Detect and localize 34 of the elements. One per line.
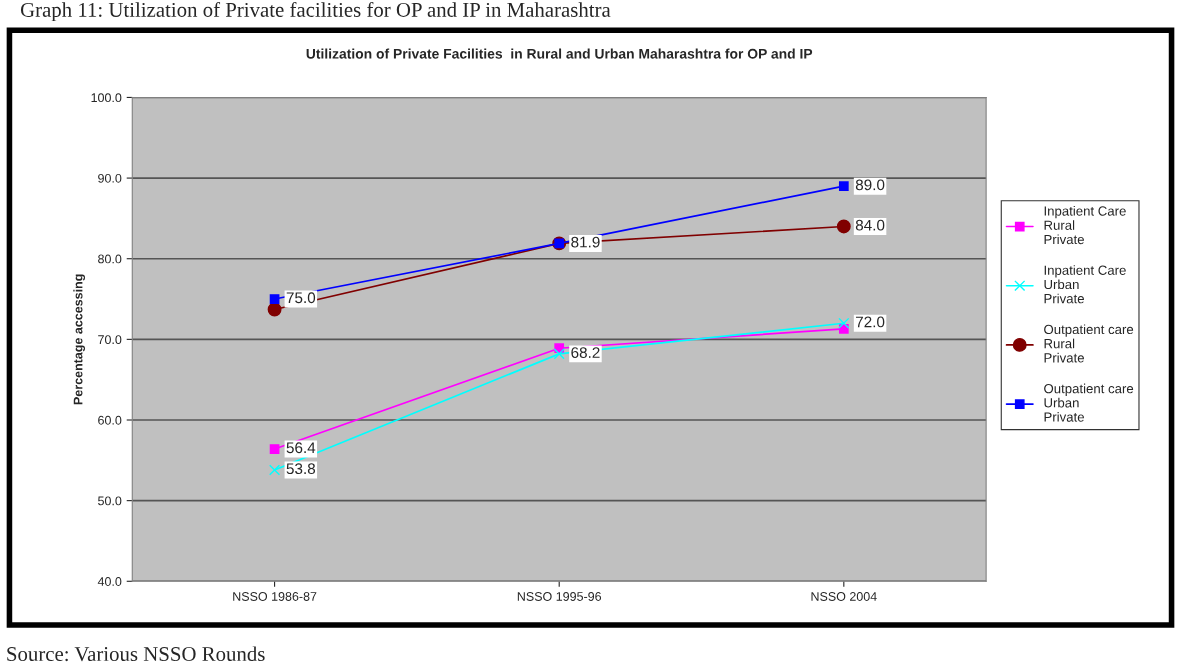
source-note: Source: Various NSSO Rounds — [7, 646, 265, 662]
y-tick-label: 70.0 — [98, 335, 122, 345]
y-tick-label: 90.0 — [98, 173, 122, 183]
legend-label: Inpatient Care Rural Private — [1044, 206, 1126, 245]
point — [836, 219, 851, 234]
y-tick-label: 50.0 — [98, 496, 122, 506]
y-tick-label: 60.0 — [98, 415, 122, 425]
point — [553, 348, 565, 360]
data-label: 89.0 — [855, 179, 885, 191]
data-label: 81.9 — [571, 236, 600, 248]
legend-label: Outpatient care Urban Private — [1044, 383, 1134, 422]
x-tick-label: NSSO 1986-87 — [233, 592, 317, 601]
x-tick-label: NSSO 2004 — [811, 592, 877, 601]
point — [269, 444, 280, 454]
legend-label: Inpatient Care Urban Private — [1044, 265, 1126, 304]
y-tick-label: 80.0 — [98, 254, 122, 264]
y-tick-label: 40.0 — [97, 577, 122, 586]
caption: Graph 11: Utilization of Private facilities for OP and IP in Maharashtra — [20, 2, 611, 22]
y-tick-label: 100.0 — [91, 93, 122, 103]
point — [267, 302, 282, 317]
legend-label: Outpatient care Rural Private — [1044, 324, 1134, 363]
data-label: 56.4 — [286, 442, 316, 454]
chart-title: Utilization of Private Facilities in Rural and Urban Maharashtra for OP and IP — [306, 48, 813, 59]
y-axis-title: Percentage accessing — [73, 274, 86, 405]
data-label: 53.8 — [286, 463, 316, 475]
data-label: 68.2 — [571, 347, 600, 358]
x-tick-label: NSSO 1995-96 — [517, 592, 602, 601]
point — [269, 464, 281, 476]
point — [838, 317, 850, 329]
point — [269, 294, 280, 304]
data-label: 84.0 — [855, 219, 885, 231]
point — [838, 181, 849, 192]
data-label: 72.0 — [855, 316, 885, 328]
data-label: 75.0 — [286, 292, 316, 304]
